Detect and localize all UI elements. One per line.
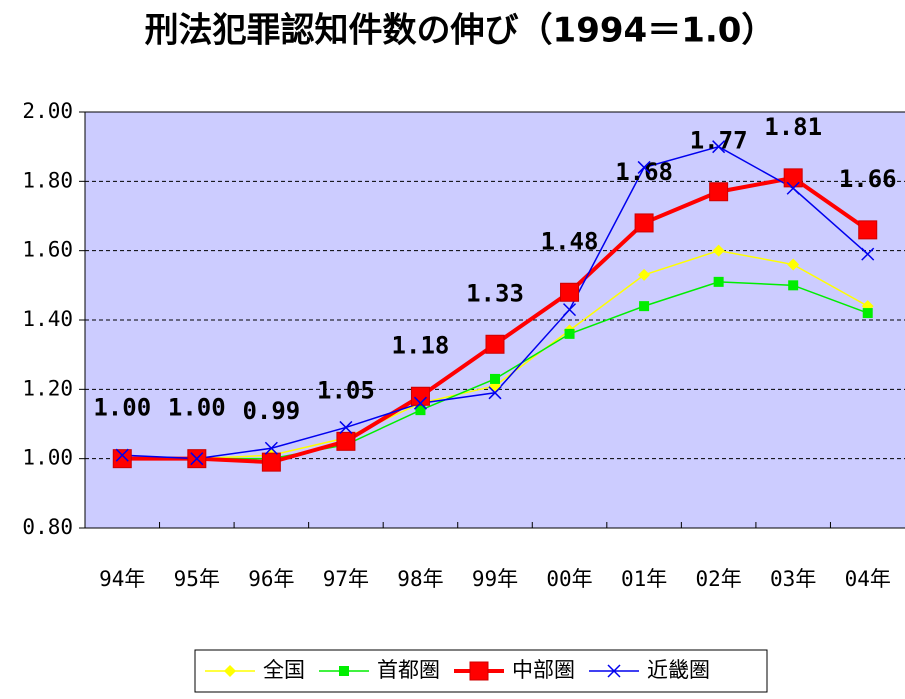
data-label: 1.81	[764, 113, 822, 141]
point	[858, 220, 878, 240]
point	[637, 160, 651, 174]
point	[712, 140, 726, 154]
point	[713, 276, 724, 287]
point	[639, 301, 650, 312]
chart-title: 刑法犯罪認知件数の伸び（1994＝1.0）	[145, 11, 776, 51]
point	[712, 244, 725, 257]
x-tick-label: 01年	[621, 567, 667, 591]
y-tick-label: 1.80	[22, 168, 73, 192]
x-tick-label: 03年	[770, 567, 816, 591]
data-label: 1.48	[541, 227, 599, 255]
y-tick-label: 2.00	[22, 99, 73, 123]
point	[485, 334, 505, 354]
point	[261, 452, 281, 472]
point	[563, 303, 577, 317]
y-tick-label: 1.40	[22, 307, 73, 331]
x-tick-label: 04年	[845, 567, 891, 591]
point	[560, 282, 580, 302]
point	[862, 308, 873, 319]
legend-label: 全国	[263, 658, 305, 682]
x-tick-label: 97年	[323, 567, 369, 591]
data-label: 0.99	[242, 397, 300, 425]
x-tick-label: 95年	[174, 567, 220, 591]
point	[115, 448, 129, 462]
point	[786, 181, 800, 195]
legend: 全国 首都圏 中部圏 近畿圏	[194, 649, 768, 693]
data-label: 1.05	[317, 376, 375, 404]
data-label: 1.66	[839, 165, 897, 193]
point	[634, 213, 654, 233]
x-tick-label: 99年	[472, 567, 518, 591]
x-tick-label: 00年	[546, 567, 592, 591]
y-tick-label: 1.00	[22, 446, 73, 470]
point	[787, 258, 800, 271]
point	[339, 666, 349, 676]
legend-label: 中部圏	[512, 658, 575, 682]
point	[638, 268, 651, 281]
legend-label: 近畿圏	[647, 658, 710, 682]
point	[488, 386, 502, 400]
x-tick-label: 98年	[397, 567, 443, 591]
data-label: 1.33	[466, 279, 524, 307]
point	[264, 441, 278, 455]
point	[564, 328, 575, 339]
point	[469, 661, 489, 681]
point	[336, 431, 356, 451]
point	[410, 386, 430, 406]
point	[861, 247, 875, 261]
point	[112, 449, 132, 469]
x-tick-label: 02年	[695, 567, 741, 591]
point	[339, 420, 353, 434]
y-tick-label: 1.60	[22, 238, 73, 262]
y-tick-label: 0.80	[22, 515, 73, 539]
point	[415, 405, 426, 416]
data-label: 1.68	[615, 158, 673, 186]
point	[709, 182, 729, 202]
point	[490, 373, 500, 384]
point	[607, 664, 621, 678]
x-tick-label: 94年	[99, 567, 145, 591]
data-label: 1.18	[392, 331, 450, 359]
data-label: 1.00	[93, 394, 151, 422]
point	[783, 168, 803, 188]
point	[413, 396, 427, 410]
point	[224, 665, 236, 677]
point	[788, 280, 799, 291]
data-label: 1.00	[168, 394, 226, 422]
legend-label: 首都圏	[377, 658, 440, 682]
x-tick-label: 96年	[248, 567, 294, 591]
point	[190, 452, 204, 466]
y-tick-label: 1.20	[22, 376, 73, 400]
data-label: 1.77	[690, 127, 748, 155]
